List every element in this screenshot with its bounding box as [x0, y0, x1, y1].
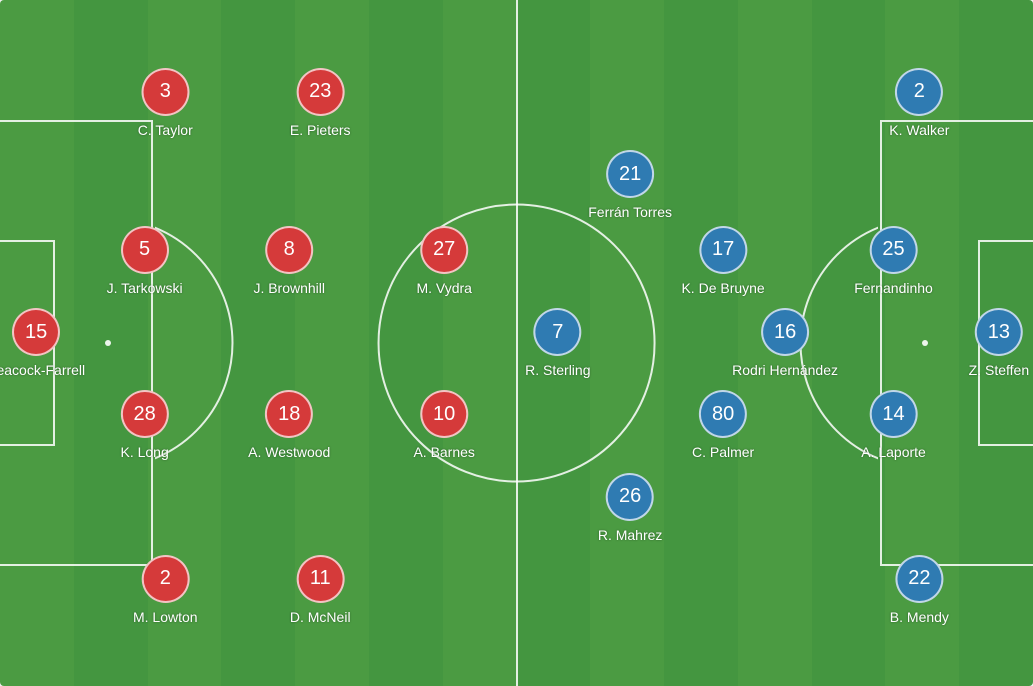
- player-disc[interactable]: 22: [895, 555, 943, 603]
- player-disc[interactable]: 18: [265, 390, 313, 438]
- player-disc[interactable]: 2: [141, 555, 189, 603]
- player-disc[interactable]: 16: [761, 308, 809, 356]
- player-disc[interactable]: 5: [121, 226, 169, 274]
- player-disc[interactable]: 25: [870, 226, 918, 274]
- player-disc[interactable]: 27: [420, 226, 468, 274]
- player-disc[interactable]: 7: [534, 308, 582, 356]
- player-disc[interactable]: 28: [121, 390, 169, 438]
- player-disc[interactable]: 14: [870, 390, 918, 438]
- player-disc[interactable]: 11: [296, 555, 344, 603]
- player-disc[interactable]: 2: [895, 68, 943, 116]
- player-disc[interactable]: 21: [606, 150, 654, 198]
- player-disc[interactable]: 10: [420, 390, 468, 438]
- player-disc[interactable]: 13: [975, 308, 1023, 356]
- player-disc[interactable]: 8: [265, 226, 313, 274]
- player-disc[interactable]: 80: [699, 390, 747, 438]
- football-pitch: 15Peacock-Farrell3C. Taylor5J. Tarkowski…: [0, 0, 1033, 686]
- player-disc[interactable]: 26: [606, 473, 654, 521]
- player-disc[interactable]: 15: [12, 308, 60, 356]
- player-disc[interactable]: 17: [699, 226, 747, 274]
- player-disc[interactable]: 23: [296, 68, 344, 116]
